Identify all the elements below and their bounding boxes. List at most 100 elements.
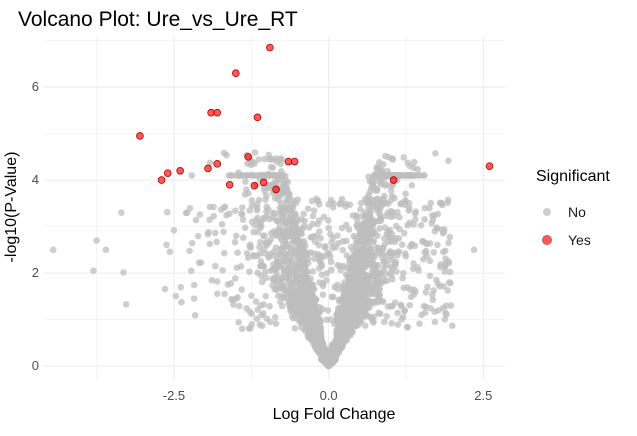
data-point-no xyxy=(368,272,376,280)
data-point-no xyxy=(349,274,357,282)
data-point-no xyxy=(210,203,217,211)
data-point-no xyxy=(376,285,383,292)
data-point-no xyxy=(394,321,402,328)
data-point-no xyxy=(446,268,454,276)
data-point-no xyxy=(446,233,454,241)
data-point-no xyxy=(295,275,303,283)
data-point-no xyxy=(372,187,380,194)
data-point-no xyxy=(421,249,428,256)
data-point-no xyxy=(220,228,227,236)
data-point-no xyxy=(354,296,361,303)
data-point-no xyxy=(370,298,377,305)
data-point-no xyxy=(343,237,350,245)
data-point-no xyxy=(334,315,341,322)
data-point-no xyxy=(177,283,185,291)
data-point-no xyxy=(298,261,305,269)
data-point-no xyxy=(251,149,259,156)
data-point-no xyxy=(238,211,246,218)
data-point-no xyxy=(323,316,331,324)
data-point-no xyxy=(429,296,437,304)
data-point-no xyxy=(313,334,321,342)
data-point-no xyxy=(307,249,315,256)
data-point-no xyxy=(163,208,171,216)
data-point-no xyxy=(208,277,216,284)
data-point-no xyxy=(49,246,57,254)
data-point-no xyxy=(388,319,396,327)
data-point-no xyxy=(213,278,221,285)
data-point-no xyxy=(417,221,425,229)
data-point-no xyxy=(246,308,254,316)
data-point-no xyxy=(332,243,340,251)
data-point-no xyxy=(301,217,309,225)
data-point-no xyxy=(353,212,360,220)
data-point-no xyxy=(376,159,383,166)
data-point-yes xyxy=(225,180,234,189)
data-point-no xyxy=(353,261,361,268)
data-point-no xyxy=(393,268,400,275)
data-point-no xyxy=(431,318,439,326)
data-point-no xyxy=(299,225,307,232)
data-point-no xyxy=(220,204,228,211)
data-point-no xyxy=(315,241,323,249)
data-point-yes xyxy=(485,162,494,170)
data-point-no xyxy=(406,219,414,227)
data-point-no xyxy=(276,204,284,212)
data-point-no xyxy=(373,172,381,179)
data-point-yes xyxy=(389,176,398,184)
data-point-no xyxy=(348,257,356,264)
data-point-no xyxy=(394,309,401,317)
data-point-no xyxy=(391,238,399,246)
data-point-no xyxy=(340,334,348,341)
data-point-no xyxy=(307,323,314,331)
data-point-no xyxy=(188,172,196,179)
data-point-yes xyxy=(232,69,240,77)
data-point-no xyxy=(423,240,431,248)
data-point-no xyxy=(412,210,419,217)
data-point-no xyxy=(406,243,414,250)
data-point-no xyxy=(333,328,341,336)
data-point-no xyxy=(341,295,349,302)
data-point-no xyxy=(220,149,228,157)
data-point-no xyxy=(263,171,271,179)
data-point-no xyxy=(401,307,408,314)
data-point-no xyxy=(229,296,237,304)
data-point-no xyxy=(250,252,257,259)
data-point-no xyxy=(312,232,320,240)
data-point-no xyxy=(321,244,329,251)
data-point-no xyxy=(186,247,193,255)
data-point-no xyxy=(394,252,401,259)
legend-dot-yes xyxy=(542,235,552,245)
data-point-no xyxy=(442,302,450,309)
data-point-no xyxy=(383,312,391,320)
data-point-no xyxy=(353,308,360,315)
grid-lines xyxy=(44,36,505,380)
data-point-no xyxy=(389,276,396,283)
data-point-no xyxy=(278,275,286,283)
data-point-no xyxy=(407,172,415,179)
data-point-no xyxy=(447,302,455,309)
data-point-no xyxy=(297,284,305,291)
data-point-no xyxy=(361,241,369,248)
data-point-no xyxy=(314,220,321,228)
data-point-no xyxy=(352,235,360,242)
data-point-no xyxy=(382,212,390,220)
data-point-no xyxy=(262,196,269,204)
data-point-no xyxy=(214,290,221,298)
data-point-no xyxy=(120,269,127,276)
data-point-no xyxy=(410,158,418,166)
data-point-no xyxy=(273,271,281,278)
data-point-no xyxy=(218,221,226,228)
data-point-no xyxy=(330,293,337,301)
data-point-no xyxy=(392,222,400,230)
data-point-no xyxy=(289,224,296,232)
data-point-no xyxy=(367,288,374,295)
data-point-no xyxy=(219,266,226,274)
data-point-no xyxy=(234,293,241,301)
data-point-no xyxy=(267,163,275,171)
data-point-no xyxy=(376,196,383,204)
data-point-no xyxy=(327,230,334,238)
data-point-yes xyxy=(207,108,215,117)
data-point-no xyxy=(328,239,336,246)
data-point-no xyxy=(314,344,322,351)
